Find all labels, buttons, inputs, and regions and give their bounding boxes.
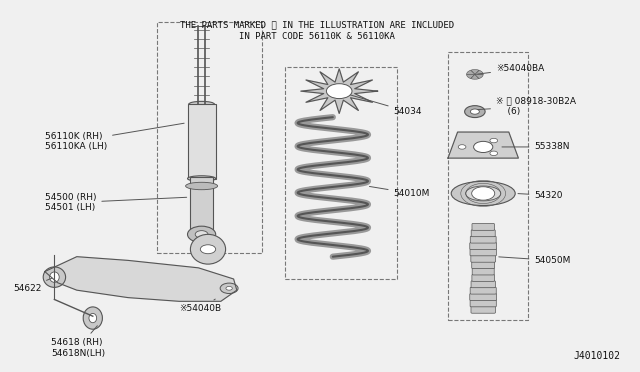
Text: THE PARTS MARKED ※ IN THE ILLUSTRATION ARE INCLUDED: THE PARTS MARKED ※ IN THE ILLUSTRATION A… xyxy=(180,20,454,29)
Ellipse shape xyxy=(188,176,216,182)
Text: IN PART CODE 56110K & 56110KA: IN PART CODE 56110K & 56110KA xyxy=(239,32,395,41)
Ellipse shape xyxy=(189,101,214,107)
Ellipse shape xyxy=(83,307,102,329)
FancyBboxPatch shape xyxy=(471,306,495,313)
Circle shape xyxy=(458,145,466,149)
FancyBboxPatch shape xyxy=(190,177,213,231)
Polygon shape xyxy=(45,257,237,301)
Text: 54320: 54320 xyxy=(518,191,563,200)
Ellipse shape xyxy=(50,272,60,282)
Circle shape xyxy=(465,106,485,118)
Wedge shape xyxy=(475,74,483,78)
Circle shape xyxy=(326,84,352,99)
FancyBboxPatch shape xyxy=(471,281,495,288)
Wedge shape xyxy=(471,74,479,79)
Wedge shape xyxy=(475,70,483,74)
Text: 54034: 54034 xyxy=(340,92,422,116)
Ellipse shape xyxy=(186,182,218,190)
Wedge shape xyxy=(471,70,479,74)
Wedge shape xyxy=(467,70,475,74)
FancyBboxPatch shape xyxy=(470,236,496,243)
Text: ※ Ⓝ 08918-30B2A
    (6): ※ Ⓝ 08918-30B2A (6) xyxy=(477,96,576,116)
FancyBboxPatch shape xyxy=(470,243,497,250)
FancyBboxPatch shape xyxy=(470,287,496,294)
FancyBboxPatch shape xyxy=(472,224,495,230)
Text: 55338N: 55338N xyxy=(502,142,570,151)
Polygon shape xyxy=(301,69,378,113)
Text: 54618 (RH)
54618N(LH): 54618 (RH) 54618N(LH) xyxy=(51,326,106,357)
FancyBboxPatch shape xyxy=(472,268,494,275)
Ellipse shape xyxy=(89,313,97,323)
Circle shape xyxy=(220,283,238,294)
Circle shape xyxy=(490,138,498,143)
Circle shape xyxy=(200,245,216,254)
Ellipse shape xyxy=(451,182,515,205)
Text: 56110K (RH)
56110KA (LH): 56110K (RH) 56110KA (LH) xyxy=(45,123,184,151)
Circle shape xyxy=(470,109,479,114)
Ellipse shape xyxy=(466,186,501,201)
Text: 54622: 54622 xyxy=(13,278,52,293)
Circle shape xyxy=(474,141,493,153)
FancyBboxPatch shape xyxy=(470,300,496,307)
FancyBboxPatch shape xyxy=(188,104,216,179)
Text: 54010M: 54010M xyxy=(369,186,430,198)
Text: ※54040B: ※54040B xyxy=(179,299,221,313)
Ellipse shape xyxy=(191,234,226,264)
Wedge shape xyxy=(467,74,475,78)
FancyBboxPatch shape xyxy=(471,255,495,262)
Polygon shape xyxy=(448,132,518,158)
Text: 54050M: 54050M xyxy=(499,256,571,265)
Text: 54500 (RH)
54501 (LH): 54500 (RH) 54501 (LH) xyxy=(45,193,187,212)
Ellipse shape xyxy=(468,71,482,78)
FancyBboxPatch shape xyxy=(472,275,495,281)
Text: ※54040BA: ※54040BA xyxy=(477,64,544,74)
FancyBboxPatch shape xyxy=(470,294,497,301)
Circle shape xyxy=(188,226,216,243)
Circle shape xyxy=(226,286,232,290)
Circle shape xyxy=(490,151,498,155)
Text: J4010102: J4010102 xyxy=(574,351,621,361)
FancyBboxPatch shape xyxy=(472,262,495,269)
FancyBboxPatch shape xyxy=(470,249,497,256)
Circle shape xyxy=(472,187,495,200)
Circle shape xyxy=(195,231,208,238)
Ellipse shape xyxy=(44,267,66,287)
FancyBboxPatch shape xyxy=(471,230,495,237)
